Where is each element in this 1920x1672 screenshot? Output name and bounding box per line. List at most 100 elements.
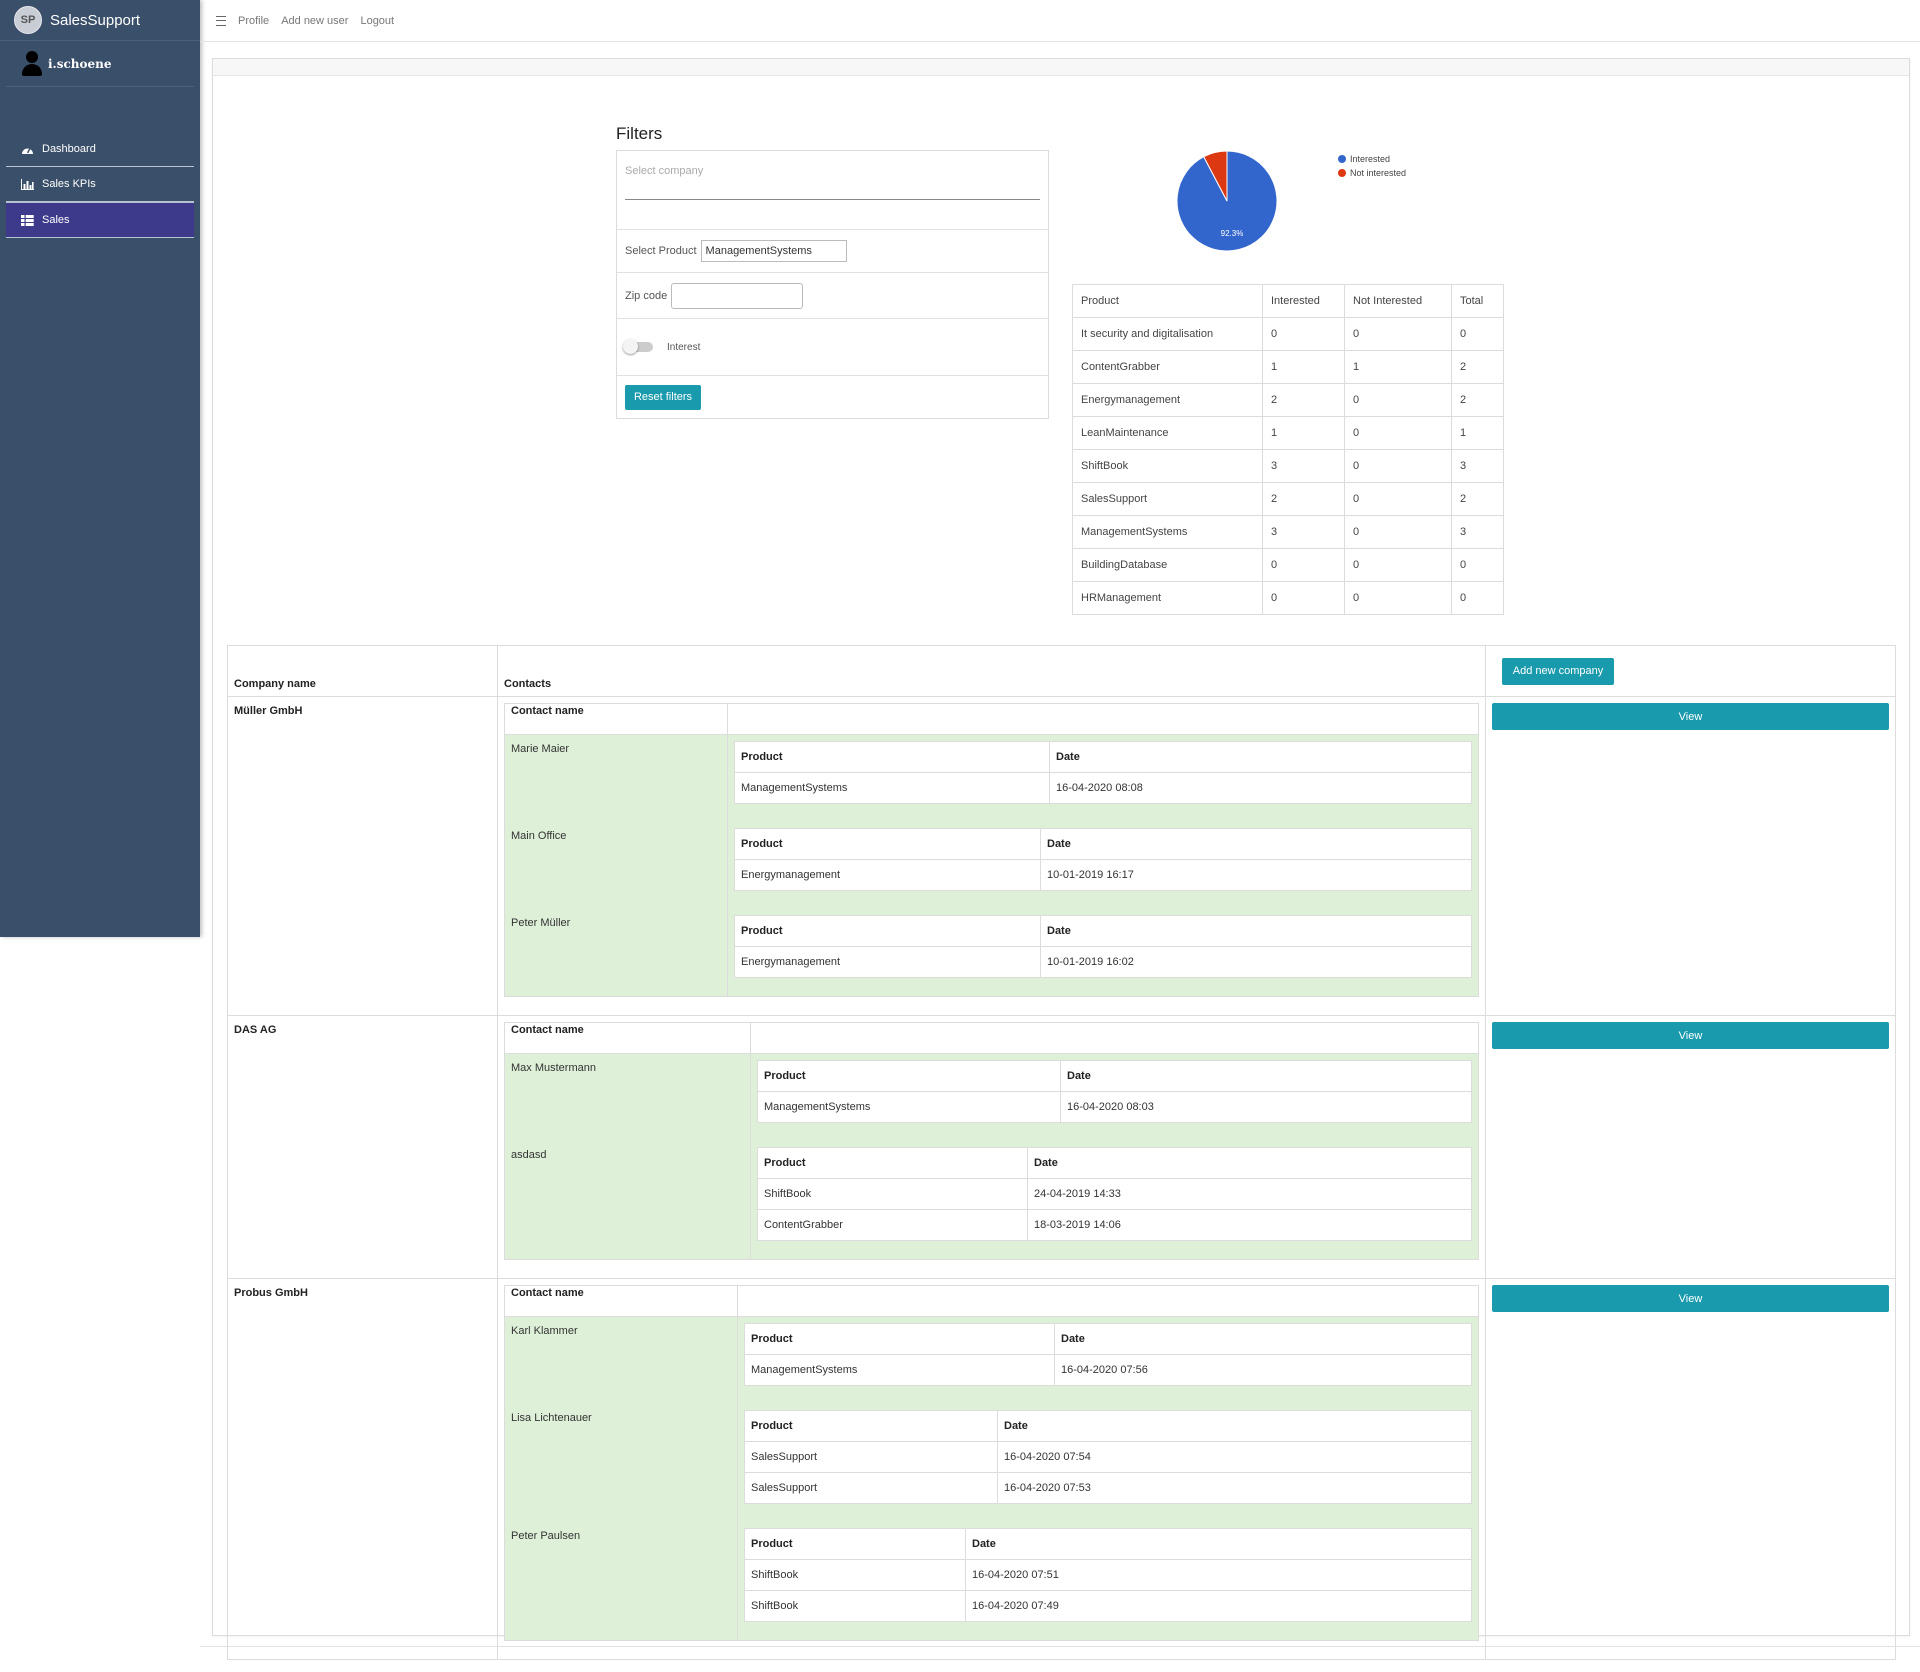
stats-cell: SalesSupport: [1072, 482, 1263, 516]
contact-name-header: Contact name: [504, 1022, 751, 1054]
company-row: DAS AG Contact name Max Mustermann Product D…: [228, 1016, 1895, 1279]
product-name: ContentGrabber: [757, 1209, 1028, 1241]
product-name: Energymanagement: [734, 946, 1041, 978]
pie-slice-not-interested[interactable]: [1203, 150, 1228, 202]
bar-chart-icon: [20, 178, 34, 190]
products-table: Product Date ManagementSystems 16-04-2020 0…: [757, 1060, 1472, 1123]
product-stats-table: Product Interested Not Interested Total …: [1072, 284, 1504, 615]
legend-label: Interested: [1350, 154, 1391, 164]
user-panel: i.schoene: [6, 41, 194, 87]
view-company-button[interactable]: View: [1492, 1285, 1889, 1312]
product-header: Product: [734, 828, 1041, 860]
date-header: Date: [1040, 828, 1472, 860]
pie-data-label: 92.3%: [1221, 229, 1244, 238]
add-new-user-link[interactable]: Add new user: [281, 14, 349, 27]
zip-code-input[interactable]: [671, 282, 804, 309]
sidebar: SP SalesSupport i.schoene Dashboard Sale…: [0, 0, 200, 937]
stats-cell: 1: [1262, 416, 1345, 450]
user-avatar-icon: [22, 50, 42, 77]
contacts-header-row: Contact name: [504, 703, 1479, 735]
products-header-row: Product Date: [744, 1323, 1472, 1355]
products-table: Product Date ShiftBook 16-04-2020 07:51 Shif…: [744, 1528, 1472, 1622]
contact-name: Peter Müller: [504, 909, 728, 997]
product-date: 16-04-2020 07:49: [965, 1590, 1472, 1622]
contact-name: asdasd: [504, 1141, 751, 1260]
stats-row: LeanMaintenance 1 0 1: [1072, 416, 1504, 450]
contact-row: Karl Klammer Product Date ManagementSystems…: [504, 1316, 1479, 1404]
product-row: ManagementSystems 16-04-2020 08:08: [734, 772, 1472, 804]
zip-code-label: Zip code: [625, 289, 668, 302]
logout-link[interactable]: Logout: [360, 14, 395, 27]
interest-filter-row: Interest: [617, 319, 1048, 376]
legend-dot: [1338, 169, 1346, 177]
product-date: 16-04-2020 07:51: [965, 1559, 1472, 1591]
products-table: Product Date ManagementSystems 16-04-2020 0…: [734, 741, 1472, 804]
legend-dot: [1338, 155, 1346, 163]
product-date: 16-04-2020 08:03: [1060, 1091, 1472, 1123]
company-row: Müller GmbH Contact name Marie Maier Produc…: [228, 697, 1895, 1016]
contact-row: Max Mustermann Product Date ManagementSyste…: [504, 1053, 1479, 1141]
product-name: ShiftBook: [744, 1559, 966, 1591]
contact-products: Product Date ManagementSystems 16-04-2020 0…: [750, 1053, 1479, 1141]
reset-filters-button[interactable]: Reset filters: [625, 384, 701, 410]
product-select[interactable]: ManagementSystems: [700, 240, 847, 262]
stats-row: Energymanagement 2 0 2: [1072, 383, 1504, 417]
stats-cell: BuildingDatabase: [1072, 548, 1263, 582]
product-row: ShiftBook 24-04-2019 14:33: [757, 1178, 1472, 1210]
contact-name: Karl Klammer: [504, 1316, 738, 1404]
profile-link[interactable]: Profile: [238, 14, 270, 27]
products-table: Product Date ManagementSystems 16-04-2020 0…: [744, 1323, 1472, 1386]
company-select[interactable]: Select company: [617, 151, 1048, 230]
top-bar: Profile Add new user Logout: [200, 0, 1920, 42]
product-select-label: Select Product: [625, 245, 697, 257]
sidebar-item-label: Sales: [42, 214, 70, 226]
product-header: Product: [757, 1060, 1061, 1092]
view-company-button[interactable]: View: [1492, 1022, 1889, 1049]
legend-item-not-interested: Not interested: [1338, 166, 1406, 180]
interest-toggle[interactable]: [623, 339, 653, 354]
stats-row: SalesSupport 2 0 2: [1072, 482, 1504, 516]
add-new-company-button[interactable]: Add new company: [1502, 657, 1614, 685]
products-table: Product Date ShiftBook 24-04-2019 14:33 Cont…: [757, 1147, 1472, 1241]
products-table: Product Date Energymanagement 10-01-2019 16…: [734, 915, 1472, 978]
company-actions: View: [1486, 1016, 1895, 1278]
contacts-header-spacer: [750, 1022, 1479, 1054]
sidebar-item-dashboard[interactable]: Dashboard: [6, 132, 194, 167]
stats-cell: 0: [1451, 581, 1504, 615]
products-table: Product Date SalesSupport 16-04-2020 07:54 S…: [744, 1410, 1472, 1504]
product-row: SalesSupport 16-04-2020 07:54: [744, 1441, 1472, 1473]
stats-cell: 0: [1344, 317, 1452, 351]
contact-products: Product Date ManagementSystems 16-04-2020 0…: [737, 1316, 1479, 1404]
view-company-button[interactable]: View: [1492, 703, 1889, 730]
interest-label: Interest: [667, 341, 701, 353]
header-company-name: Company name: [228, 646, 498, 696]
stats-cell: 0: [1451, 548, 1504, 582]
stats-cell: 0: [1262, 581, 1345, 615]
contacts-table: Contact name Max Mustermann Product Date Man…: [504, 1022, 1479, 1260]
product-name: ShiftBook: [744, 1590, 966, 1622]
product-row: SalesSupport 16-04-2020 07:53: [744, 1472, 1472, 1504]
product-row: ManagementSystems 16-04-2020 07:56: [744, 1354, 1472, 1386]
date-header: Date: [997, 1410, 1472, 1442]
sidebar-item-sales[interactable]: Sales: [6, 202, 194, 238]
brand-logo: SP: [14, 6, 42, 34]
company-select-underline: [625, 199, 1040, 200]
stats-cell: Energymanagement: [1072, 383, 1263, 417]
stats-cell: 0: [1262, 317, 1345, 351]
hamburger-menu-icon[interactable]: [216, 15, 226, 26]
contact-row: Main Office Product Date Energymanagement 10…: [504, 822, 1479, 909]
contacts-header-row: Contact name: [504, 1285, 1479, 1317]
brand[interactable]: SP SalesSupport: [0, 0, 200, 41]
sidebar-item-sales-kpis[interactable]: Sales KPIs: [6, 167, 194, 202]
stats-cell: 1: [1451, 416, 1504, 450]
contact-products: Product Date ShiftBook 24-04-2019 14:33 Cont…: [750, 1141, 1479, 1260]
date-header: Date: [965, 1528, 1472, 1560]
date-header: Date: [1054, 1323, 1472, 1355]
stats-cell: 1: [1262, 350, 1345, 384]
products-header-row: Product Date: [757, 1147, 1472, 1179]
product-row: ContentGrabber 18-03-2019 14:06: [757, 1209, 1472, 1241]
contacts-header-row: Contact name: [504, 1022, 1479, 1054]
product-name: SalesSupport: [744, 1472, 998, 1504]
company-name: Probus GmbH: [228, 1279, 498, 1659]
products-header-row: Product Date: [757, 1060, 1472, 1092]
